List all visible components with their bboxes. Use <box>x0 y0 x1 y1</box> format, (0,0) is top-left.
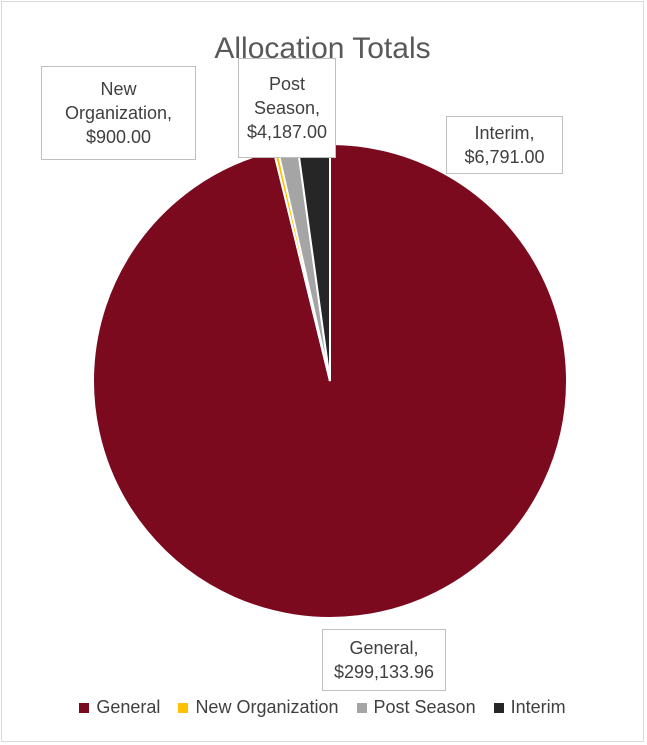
data-label-new-organization: New Organization, $900.00 <box>41 66 196 160</box>
legend-swatch-interim <box>493 702 504 713</box>
legend-label-interim: Interim <box>510 697 566 717</box>
data-label-general-value: $299,133.96 <box>333 662 435 682</box>
data-label-general: General, $299,133.96 <box>322 629 446 691</box>
data-label-post-season: Post Season, $4,187.00 <box>238 58 336 158</box>
legend-swatch-post-season <box>356 702 367 713</box>
legend: General New Organization Post Season Int… <box>2 697 643 718</box>
legend-item-new-organization: New Organization <box>178 697 339 718</box>
legend-swatch-new-organization <box>178 702 189 713</box>
data-label-post-season-name: Post Season, <box>253 74 321 118</box>
data-label-general-name: General, <box>349 638 419 658</box>
data-label-interim: Interim, $6,791.00 <box>446 116 563 174</box>
legend-label-new-organization: New Organization <box>195 697 339 717</box>
data-label-post-season-value: $4,187.00 <box>246 122 328 142</box>
data-label-interim-value: $6,791.00 <box>464 147 545 167</box>
legend-item-general: General <box>79 697 160 718</box>
legend-label-general: General <box>96 697 161 717</box>
data-label-new-organization-name: New Organization, <box>64 79 173 123</box>
legend-item-post-season: Post Season <box>356 697 476 718</box>
data-label-interim-name: Interim, <box>474 123 535 143</box>
legend-item-interim: Interim <box>493 697 566 718</box>
data-label-new-organization-value: $900.00 <box>85 127 152 147</box>
legend-label-post-season: Post Season <box>373 697 476 717</box>
legend-swatch-general <box>79 702 90 713</box>
